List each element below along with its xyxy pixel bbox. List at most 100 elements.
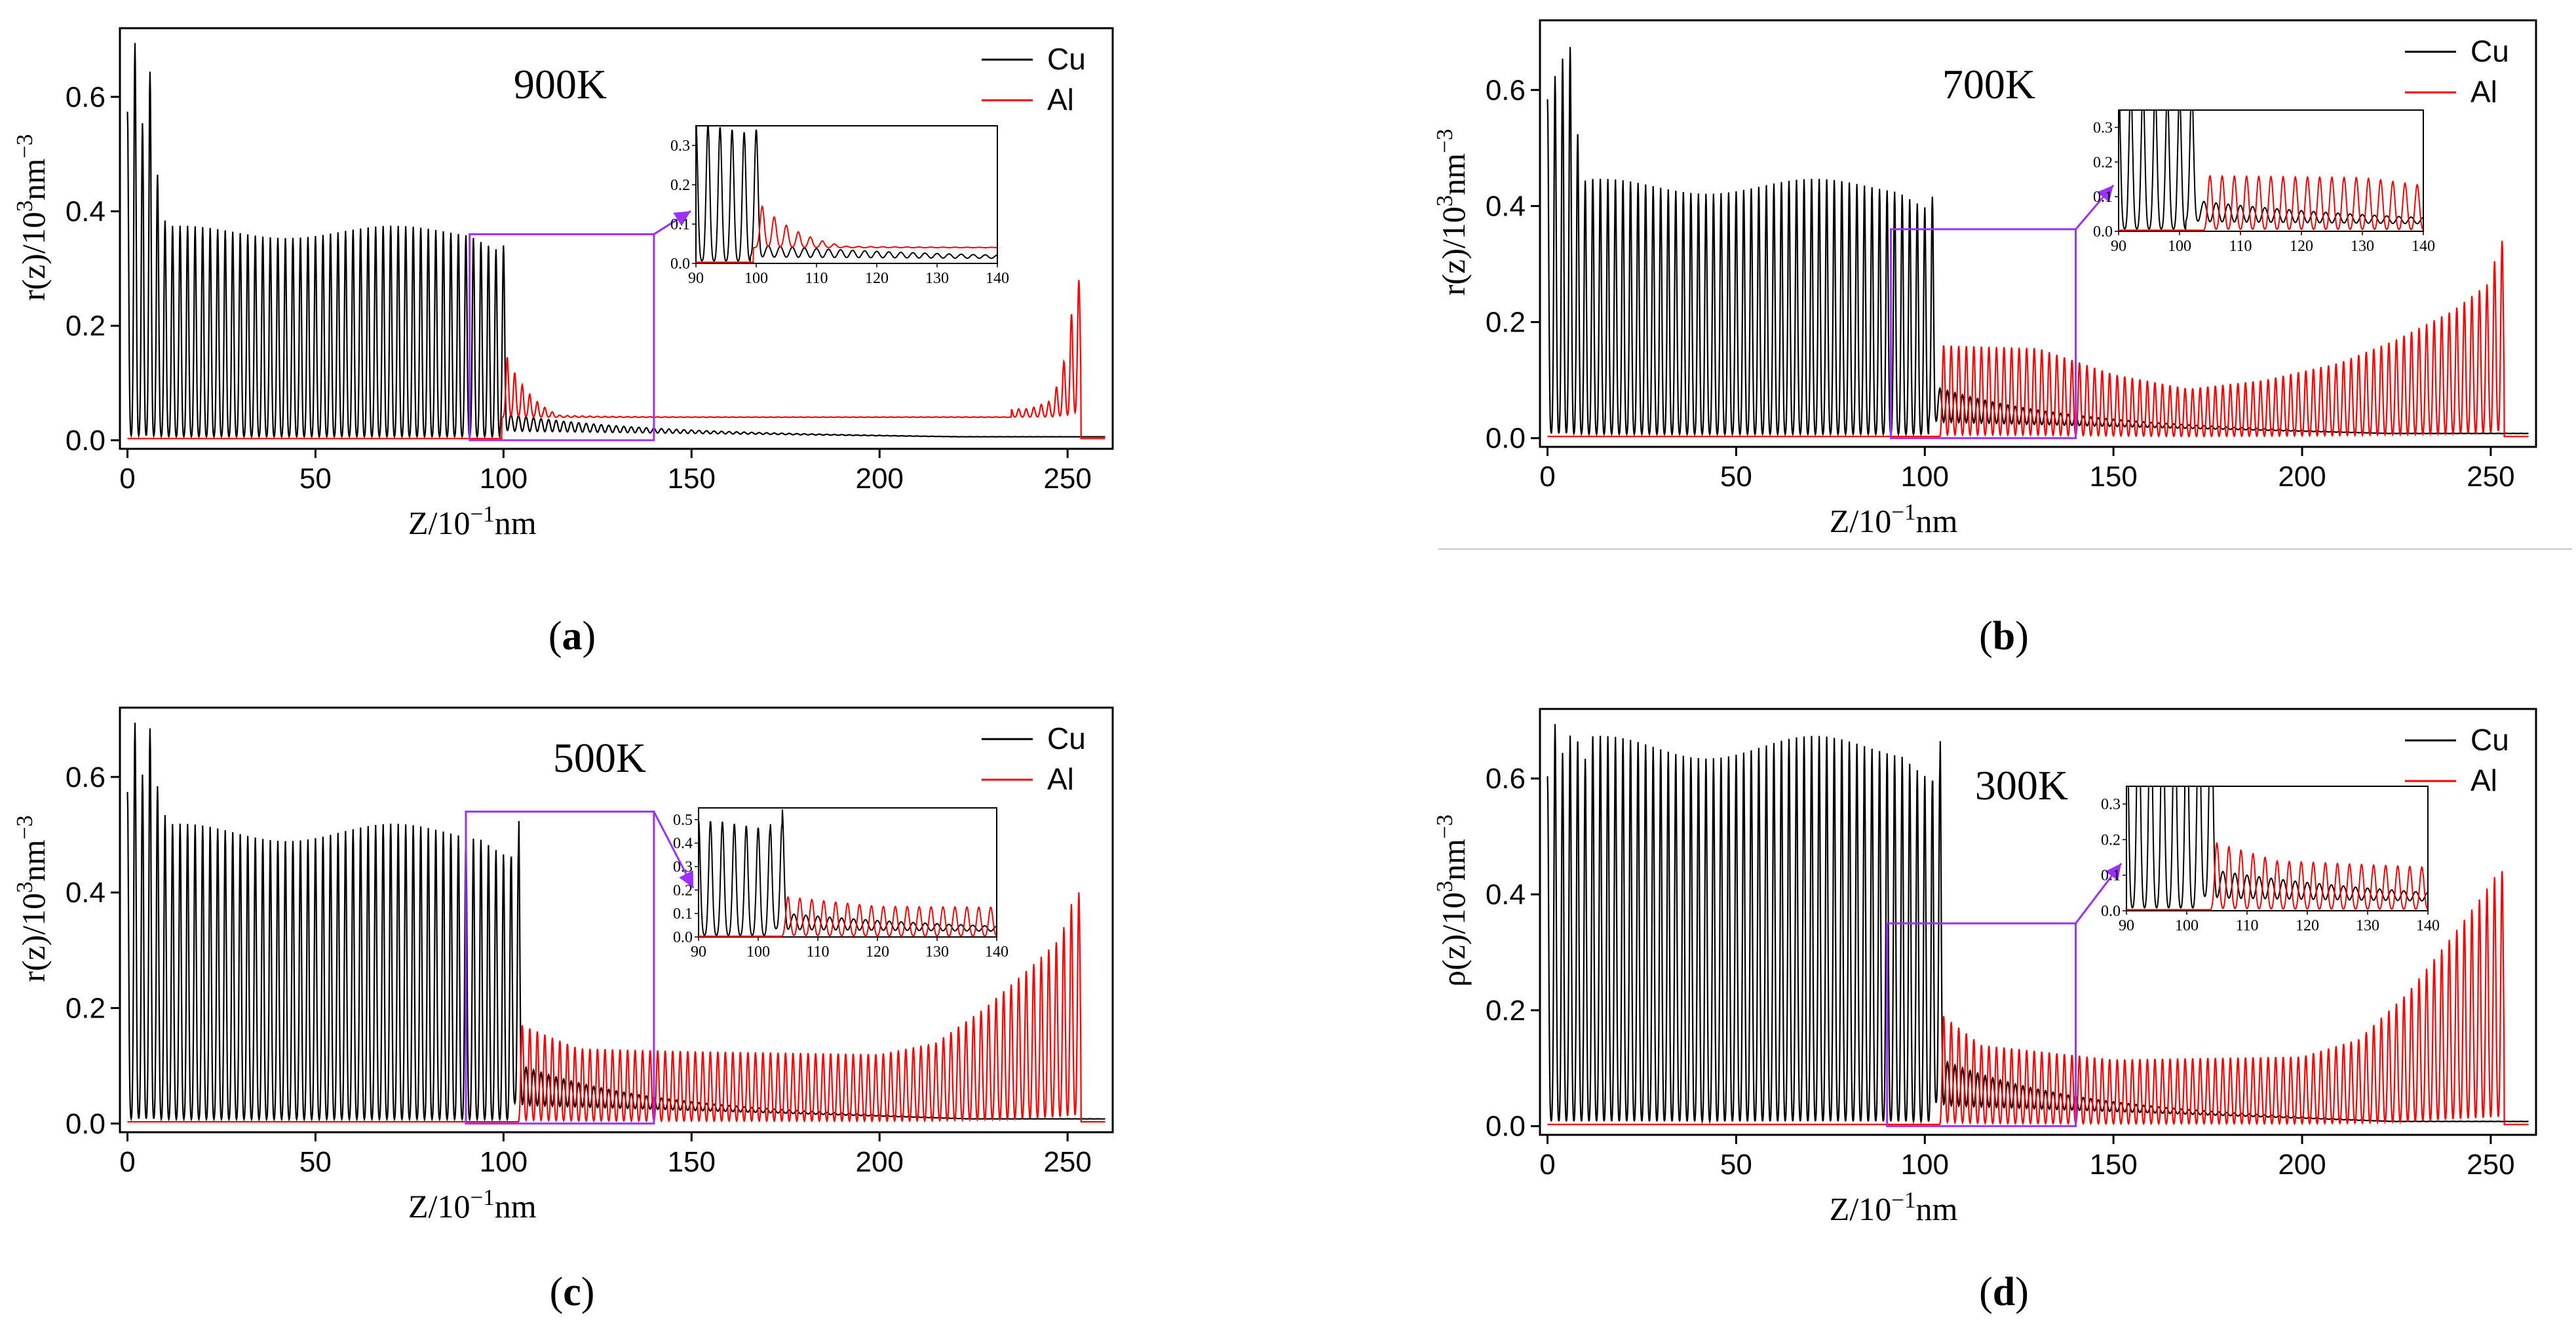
inset-x-tick-label: 90 bbox=[2119, 917, 2134, 934]
inset-chart: 90 100 110 120 130 140 0.0 0.1 0.2 0.3 0.4 0.5 bbox=[673, 807, 1009, 961]
inset-series-group bbox=[699, 809, 997, 937]
legend-label-cu: Cu bbox=[2470, 34, 2509, 68]
x-tick-label: 200 bbox=[2278, 461, 2326, 493]
x-axis-label-part: −1 bbox=[470, 501, 494, 527]
inset-line-cu bbox=[696, 126, 997, 262]
legend-label-cu: Cu bbox=[1047, 42, 1086, 76]
inset-y-tick-label: 0.3 bbox=[2101, 796, 2121, 813]
zoom-region-box bbox=[469, 233, 655, 442]
inset-x-tick-label: 100 bbox=[2168, 238, 2191, 255]
y-tick-label: 0.2 bbox=[66, 310, 106, 342]
zoom-region-box bbox=[1886, 922, 2077, 1128]
caption-close: ) bbox=[581, 1270, 595, 1314]
inset-chart: 90 100 110 120 130 140 0.0 0.1 0.2 0.3 bbox=[2101, 786, 2440, 934]
zoom-region-box bbox=[465, 811, 655, 1125]
x-tick-label: 200 bbox=[2278, 1149, 2326, 1181]
panel-caption: (b) bbox=[1979, 614, 2029, 658]
panel-c: 0 50 100 150 200 2500.00.20.40.6Z/10−1nmr(z)/… bbox=[12, 706, 1114, 1314]
panel-title: 700K bbox=[1942, 61, 2035, 107]
y-tick-label: 0.4 bbox=[66, 196, 106, 228]
x-axis-label-part: nm bbox=[495, 505, 537, 541]
x-axis-label-part: Z/10 bbox=[1830, 503, 1891, 539]
y-tick-label: 0.0 bbox=[66, 1108, 106, 1140]
x-tick-label: 150 bbox=[668, 1146, 716, 1178]
inset-series-group bbox=[2119, 110, 2423, 231]
series-line-cu bbox=[126, 43, 1105, 440]
inset-line-cu bbox=[2128, 786, 2428, 909]
y-axis-label-part: −3 bbox=[12, 134, 37, 159]
x-tick-label: 150 bbox=[2089, 1149, 2137, 1181]
inset-y-tick-label: 0.3 bbox=[670, 138, 690, 155]
caption-letter: a bbox=[562, 614, 583, 658]
inset-y-tick-label: 0.3 bbox=[2093, 119, 2113, 136]
legend-label-cu: Cu bbox=[1047, 721, 1086, 755]
x-axis-label-part: −1 bbox=[1891, 1187, 1915, 1213]
y-axis-label-part: ρ(z)/10 bbox=[1435, 892, 1472, 987]
inset-x-tick-label: 90 bbox=[2111, 238, 2126, 255]
x-tick-label: 100 bbox=[1901, 1149, 1949, 1181]
series-line-cu bbox=[1547, 723, 2529, 1124]
caption-open: ( bbox=[1979, 614, 1993, 658]
x-tick-label: 250 bbox=[1043, 1146, 1091, 1178]
inset-x-tick-label: 130 bbox=[2351, 238, 2374, 255]
series-line-al bbox=[127, 892, 1105, 1123]
y-tick-label: 0.2 bbox=[66, 992, 106, 1024]
plot-frame bbox=[119, 27, 1114, 450]
inset-y-tick-label: 0.0 bbox=[2093, 223, 2113, 240]
inset-x-tick-label: 130 bbox=[925, 270, 949, 287]
x-tick-label: 50 bbox=[1720, 1149, 1752, 1181]
inset-y-tick-label: 0.1 bbox=[670, 216, 690, 233]
zoom-arrow-head bbox=[679, 870, 693, 888]
y-axis-label-part: nm bbox=[1435, 839, 1472, 881]
inset-y-tick-label: 0.2 bbox=[673, 882, 693, 899]
inset-y-tick-label: 0.1 bbox=[2093, 189, 2113, 206]
x-axis-label: Z/10−1nm bbox=[1830, 1187, 1958, 1228]
zoom-region-box bbox=[1889, 228, 2077, 440]
legend-label-cu: Cu bbox=[2470, 723, 2509, 757]
y-tick-label: 0.0 bbox=[66, 425, 106, 457]
y-axis-label-part: −3 bbox=[12, 815, 37, 839]
inset-y-tick-label: 0.2 bbox=[2101, 831, 2121, 849]
x-axis-label-part: Z/10 bbox=[408, 1188, 470, 1225]
inset-y-tick-label: 0.0 bbox=[670, 256, 690, 273]
plot-frame bbox=[119, 706, 1114, 1134]
inset-x-tick-label: 110 bbox=[2229, 238, 2252, 255]
inset-x-tick-label: 90 bbox=[691, 944, 706, 961]
x-axis-label-part: Z/10 bbox=[408, 505, 470, 541]
x-axis-label-part: nm bbox=[495, 1188, 537, 1225]
caption-close: ) bbox=[2015, 1270, 2029, 1314]
inset-x-tick-label: 100 bbox=[746, 944, 770, 961]
panel-title: 900K bbox=[514, 61, 607, 107]
inset-x-tick-label: 110 bbox=[805, 270, 828, 287]
y-tick-label: 0.4 bbox=[1486, 190, 1526, 222]
x-tick-label: 50 bbox=[299, 1146, 332, 1178]
legend-label-al: Al bbox=[1047, 762, 1074, 796]
y-tick-label: 0.6 bbox=[1486, 763, 1526, 795]
zoom-arrow-head bbox=[2105, 863, 2121, 881]
inset-x-tick-label: 130 bbox=[2356, 917, 2379, 934]
panel-caption: (d) bbox=[1979, 1270, 2029, 1314]
plot-frame bbox=[1539, 708, 2537, 1136]
caption-letter: d bbox=[1993, 1270, 2015, 1314]
y-axis-label-part: 3 bbox=[12, 200, 37, 212]
x-tick-label: 250 bbox=[2467, 1149, 2514, 1181]
y-axis-label-part: r(z)/10 bbox=[15, 893, 52, 982]
inset-x-tick-label: 130 bbox=[925, 944, 949, 961]
inset-x-tick-label: 140 bbox=[985, 944, 1009, 961]
x-tick-label: 0 bbox=[119, 463, 135, 495]
inset-series-group bbox=[696, 126, 997, 263]
inset-chart: 90 100 110 120 130 140 0.0 0.1 0.2 0.3 bbox=[670, 125, 1009, 287]
caption-close: ) bbox=[583, 614, 596, 658]
inset-x-tick-label: 140 bbox=[2416, 917, 2440, 934]
y-axis-label-part: nm bbox=[1435, 153, 1472, 195]
x-axis-label: Z/10−1nm bbox=[408, 1185, 537, 1225]
zoom-arrow-head bbox=[673, 211, 691, 227]
inset-line-cu bbox=[699, 809, 997, 936]
inset-x-tick-label: 110 bbox=[2235, 917, 2258, 934]
caption-close: ) bbox=[2015, 614, 2029, 658]
x-tick-label: 0 bbox=[1539, 1149, 1555, 1181]
inset-x-tick-label: 100 bbox=[2175, 917, 2199, 934]
x-tick-label: 150 bbox=[668, 463, 716, 495]
inset-y-tick-label: 0.2 bbox=[670, 177, 690, 194]
y-tick-label: 0.2 bbox=[1486, 995, 1526, 1027]
